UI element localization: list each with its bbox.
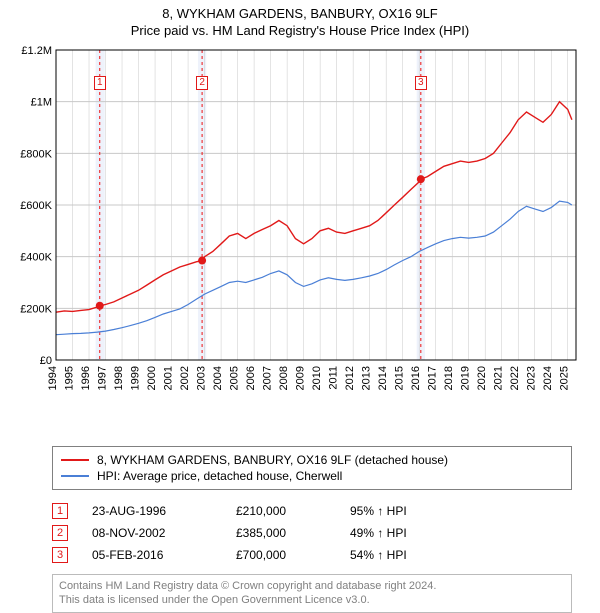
marker-hpi: 95% ↑ HPI [350,504,450,518]
x-tick-label: 1995 [64,366,76,390]
marker-hpi: 49% ↑ HPI [350,526,450,540]
page-title-line2: Price paid vs. HM Land Registry's House … [8,23,592,38]
legend-item: 8, WYKHAM GARDENS, BANBURY, OX16 9LF (de… [61,452,563,468]
marker-chip: 1 [52,503,68,519]
y-tick-label: £200K [20,303,52,315]
x-tick-label: 2003 [196,366,208,390]
y-tick-label: £600K [20,200,52,212]
y-tick-label: £1M [31,97,52,109]
marker-price: £385,000 [236,526,326,540]
x-tick-label: 2004 [212,366,224,390]
marker-price: £210,000 [236,504,326,518]
x-tick-label: 2020 [476,366,488,390]
x-tick-label: 2008 [278,366,290,390]
x-tick-label: 2013 [361,366,373,390]
marker-row: 1 23-AUG-1996 £210,000 95% ↑ HPI [52,500,572,522]
legend-item: HPI: Average price, detached house, Cher… [61,468,563,484]
x-tick-label: 1996 [80,366,92,390]
x-tick-label: 2016 [410,366,422,390]
marker-chip: 2 [52,525,68,541]
page-title-line1: 8, WYKHAM GARDENS, BANBURY, OX16 9LF [8,6,592,21]
x-tick-label: 2000 [146,366,158,390]
x-tick-label: 2023 [526,366,538,390]
chart-area: £0 £200K £400K £600K £800K £1M £1.2M 1994 1995 19… [12,42,587,402]
x-tick-label: 2014 [377,366,389,390]
x-tick-label: 2005 [229,366,241,390]
x-tick-label: 2010 [311,366,323,390]
x-tick-label: 2012 [344,366,356,390]
marker-row: 3 05-FEB-2016 £700,000 54% ↑ HPI [52,544,572,566]
plot-marker-1: 1 [94,76,106,90]
x-tick-label: 2006 [245,366,257,390]
x-tick-label: 1997 [97,366,109,390]
legend-swatch [61,459,89,461]
y-tick-label: £0 [40,355,52,367]
attribution-line1: Contains HM Land Registry data © Crown c… [59,579,565,593]
x-tick-label: 2021 [493,366,505,390]
x-tick-label: 2017 [427,366,439,390]
y-tick-label: £1.2M [21,45,52,57]
legend-swatch [61,475,89,477]
x-tick-label: 2011 [328,366,340,390]
x-tick-label: 2009 [295,366,307,390]
price-chart: £0 £200K £400K £600K £800K £1M £1.2M 1994 1995 19… [12,42,587,402]
marker-date: 23-AUG-1996 [92,504,212,518]
x-tick-label: 2019 [460,366,472,390]
x-tick-label: 2022 [509,366,521,390]
marker-price: £700,000 [236,548,326,562]
attribution-line2: This data is licensed under the Open Gov… [59,593,565,607]
x-tick-label: 2015 [394,366,406,390]
marker-date: 08-NOV-2002 [92,526,212,540]
marker-row: 2 08-NOV-2002 £385,000 49% ↑ HPI [52,522,572,544]
x-tick-label: 1994 [47,366,59,390]
x-tick-label: 2025 [559,366,571,390]
plot-marker-2: 2 [196,76,208,90]
legend: 8, WYKHAM GARDENS, BANBURY, OX16 9LF (de… [52,446,572,490]
x-tick-label: 2007 [262,366,274,390]
x-tick-label: 2018 [443,366,455,390]
x-tick-label: 1999 [130,366,142,390]
x-tick-label: 2024 [542,366,554,390]
marker-chip: 3 [52,547,68,563]
plot-marker-3: 3 [415,76,427,90]
marker-table: 1 23-AUG-1996 £210,000 95% ↑ HPI 2 08-NOV-200… [52,500,572,566]
x-tick-label: 2001 [163,366,175,390]
legend-label: 8, WYKHAM GARDENS, BANBURY, OX16 9LF (de… [97,453,448,467]
marker-hpi: 54% ↑ HPI [350,548,450,562]
marker-date: 05-FEB-2016 [92,548,212,562]
x-tick-label: 1998 [113,366,125,390]
attribution-box: Contains HM Land Registry data © Crown c… [52,574,572,613]
y-tick-label: £400K [20,252,52,264]
x-tick-label: 2002 [179,366,191,390]
y-tick-label: £800K [20,148,52,160]
legend-label: HPI: Average price, detached house, Cher… [97,469,342,483]
